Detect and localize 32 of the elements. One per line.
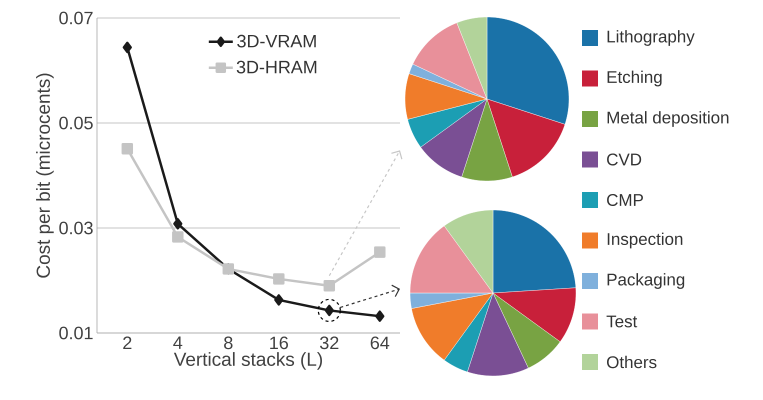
legend-label: CMP <box>607 194 643 206</box>
legend-label: 3D-HRAM <box>236 60 316 74</box>
legend-label: CVD <box>607 154 642 166</box>
legend-label: Inspection <box>608 232 682 248</box>
point <box>173 218 182 230</box>
y-axis-title: Cost per bit (microcents) <box>36 74 54 278</box>
x-tick-label: 64 <box>370 336 390 350</box>
x-axis-title: Vertical stacks (L) <box>174 352 322 370</box>
y-tick-label: 0.07 <box>59 12 93 24</box>
y-tick-label: 0.05 <box>59 116 93 130</box>
point <box>273 273 285 285</box>
legend-label: Metal deposition <box>608 111 728 127</box>
point <box>122 142 134 154</box>
point <box>375 310 384 322</box>
legend-label: Lithography <box>608 30 695 46</box>
point <box>324 280 336 292</box>
x-tick-label: 16 <box>270 336 288 350</box>
legend-label: Test <box>606 316 638 328</box>
x-tick-label: 8 <box>224 336 233 350</box>
point <box>374 246 386 258</box>
x-tick-label: 2 <box>123 336 132 350</box>
legend-label: 3D-VRAM <box>237 34 316 48</box>
point <box>274 294 284 306</box>
legend-label: Others <box>607 356 656 368</box>
y-tick-label: 0.01 <box>59 326 93 340</box>
legend-label: Packaging <box>608 273 684 289</box>
point <box>172 231 184 243</box>
x-tick-label: 4 <box>173 336 182 349</box>
legend-label: Etching <box>608 70 662 86</box>
x-tick-label: 32 <box>320 336 338 350</box>
y-tick-label: 0.03 <box>59 222 93 234</box>
point <box>122 42 132 54</box>
